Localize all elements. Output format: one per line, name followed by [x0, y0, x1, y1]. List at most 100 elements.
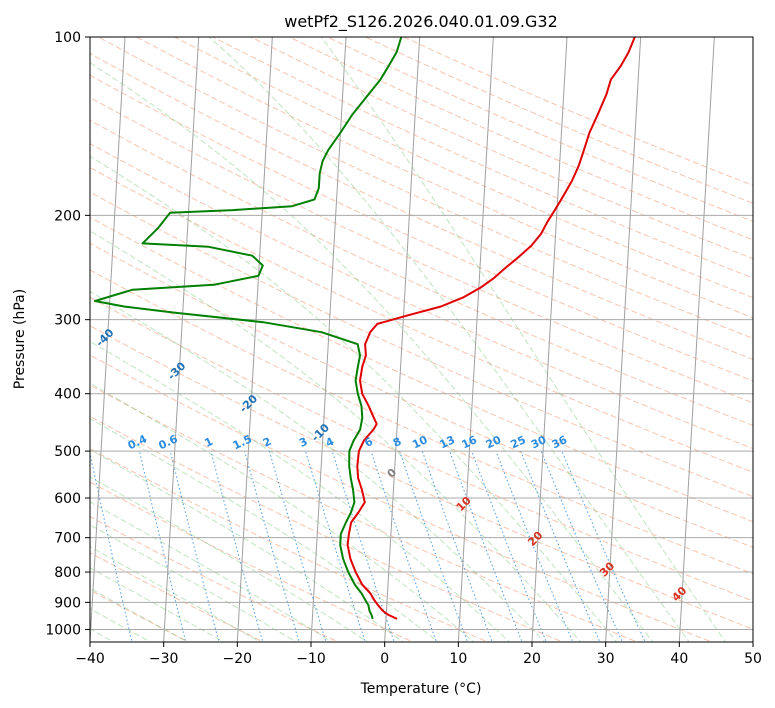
dry-adiabat-line [90, 216, 753, 523]
temperature-line [346, 37, 636, 620]
dry-adiabat-line [90, 74, 753, 382]
isotherm-line [531, 37, 568, 642]
moist-adiabat-line [90, 290, 546, 642]
mixing-ratio-label: 1 [202, 435, 214, 450]
isotherm-line [163, 37, 200, 642]
dry-adiabat-line [90, 96, 753, 404]
x-axis-label: Temperature (°C) [360, 681, 482, 697]
mixing-ratio-label: 16 [460, 433, 480, 451]
mixing-ratio-label: 36 [550, 433, 570, 451]
dry-adiabat-line [90, 191, 753, 498]
dry-adiabat-label: -40 [93, 326, 116, 349]
dry-adiabat-line [90, 143, 753, 450]
moist-adiabat-line [90, 524, 298, 642]
y-tick-label: 500 [54, 444, 81, 460]
mixing-ratio-label: 20 [484, 433, 504, 451]
mixing-ratio-label: 0.4 [126, 432, 149, 452]
dry-adiabat-line [90, 242, 753, 548]
y-axis-label: Pressure (hPa) [12, 289, 28, 389]
dry-adiabat-line [90, 296, 753, 602]
x-tick-label: 10 [449, 651, 467, 667]
dry-adiabat-label: 0 [385, 466, 400, 481]
chart-title: wetPf2_S126.2026.040.01.09.G32 [284, 12, 558, 32]
dry-adiabat-line [90, 481, 415, 642]
dry-adiabat-label: 20 [525, 529, 545, 549]
mixing-ratio-label: 2 [261, 435, 273, 450]
isotherm-line [90, 37, 126, 642]
moist-adiabat-line [208, 37, 690, 642]
x-tick-label: 30 [597, 651, 615, 667]
isotherm-line [605, 37, 642, 642]
moist-adiabat-line [90, 567, 225, 642]
mixing-ratio-line [169, 450, 220, 642]
mixing-ratio-line [421, 450, 493, 642]
isotherm-line [752, 633, 753, 642]
y-tick-label: 700 [54, 531, 81, 547]
y-tick-label: 1000 [45, 622, 81, 638]
dewpoint-line [94, 37, 403, 620]
moist-adiabat-line [90, 501, 334, 642]
mixing-ratio-line [561, 450, 646, 642]
x-tick-label: 40 [670, 651, 688, 667]
mixing-ratio-line [495, 450, 574, 642]
mixing-ratio-line [305, 450, 366, 642]
dry-adiabat-label: 40 [669, 584, 689, 604]
dry-adiabat-line [90, 325, 753, 630]
y-tick-label: 200 [54, 208, 81, 224]
moist-adiabat-line [90, 418, 440, 642]
isotherm-line [236, 37, 273, 642]
mixing-ratio-line [449, 450, 523, 642]
dry-adiabat-line [90, 448, 489, 642]
mixing-ratio-label: 1.5 [231, 432, 254, 452]
mixing-ratio-label: 13 [438, 433, 457, 451]
dry-adiabat-line [90, 119, 753, 427]
y-tick-label: 400 [54, 387, 81, 403]
x-tick-label: −10 [296, 651, 326, 667]
dry-adiabat-line [90, 552, 265, 642]
moist-adiabat-line [320, 37, 727, 642]
mixing-ratio-label: 4 [324, 435, 337, 450]
mixing-ratio-line [210, 450, 264, 642]
x-tick-label: −20 [223, 651, 253, 667]
isotherm-line [678, 37, 715, 642]
mixing-ratio-label: 6 [363, 435, 376, 450]
isotherm-line [384, 37, 421, 642]
dry-adiabat-line [174, 37, 753, 299]
mixing-ratio-line [268, 450, 327, 642]
mixing-ratio-label: 25 [509, 433, 528, 451]
dry-adiabat-line [327, 37, 753, 222]
mixing-ratio-label: 0.6 [157, 432, 180, 452]
dry-adiabat-line [212, 37, 753, 279]
dry-adiabat-line [90, 166, 753, 473]
mixing-ratio-line [399, 450, 469, 642]
x-tick-label: 20 [523, 651, 541, 667]
y-tick-label: 800 [54, 565, 81, 581]
isotherm-line [457, 37, 494, 642]
dry-adiabat-line [90, 415, 564, 642]
plot-frame [89, 36, 754, 643]
y-tick-label: 100 [54, 30, 81, 46]
dry-adiabat-label: 10 [454, 494, 474, 514]
mixing-ratio-line [331, 450, 395, 642]
dry-adiabat-line [90, 269, 753, 575]
mixing-ratio-label: 30 [529, 433, 549, 451]
mixing-ratio-line [370, 450, 437, 642]
x-tick-label: −30 [149, 651, 179, 667]
x-tick-label: 0 [380, 651, 389, 667]
x-tick-label: 50 [744, 651, 762, 667]
moist-adiabat-line [90, 230, 582, 642]
y-tick-label: 900 [54, 595, 81, 611]
mixing-ratio-line [244, 450, 300, 642]
dry-adiabat-line [365, 37, 753, 204]
mixing-ratio-line [43, 451, 83, 644]
y-tick-label: 600 [54, 491, 81, 507]
y-tick-label: 300 [54, 313, 81, 329]
mixing-ratio-label: 10 [410, 433, 430, 451]
dry-adiabat-label: -30 [165, 359, 188, 382]
x-tick-label: −40 [75, 651, 105, 667]
dry-adiabat-line [98, 37, 753, 339]
dry-adiabat-line [90, 52, 753, 360]
dry-adiabat-label: 30 [597, 559, 617, 579]
mixing-ratio-line [138, 450, 187, 642]
